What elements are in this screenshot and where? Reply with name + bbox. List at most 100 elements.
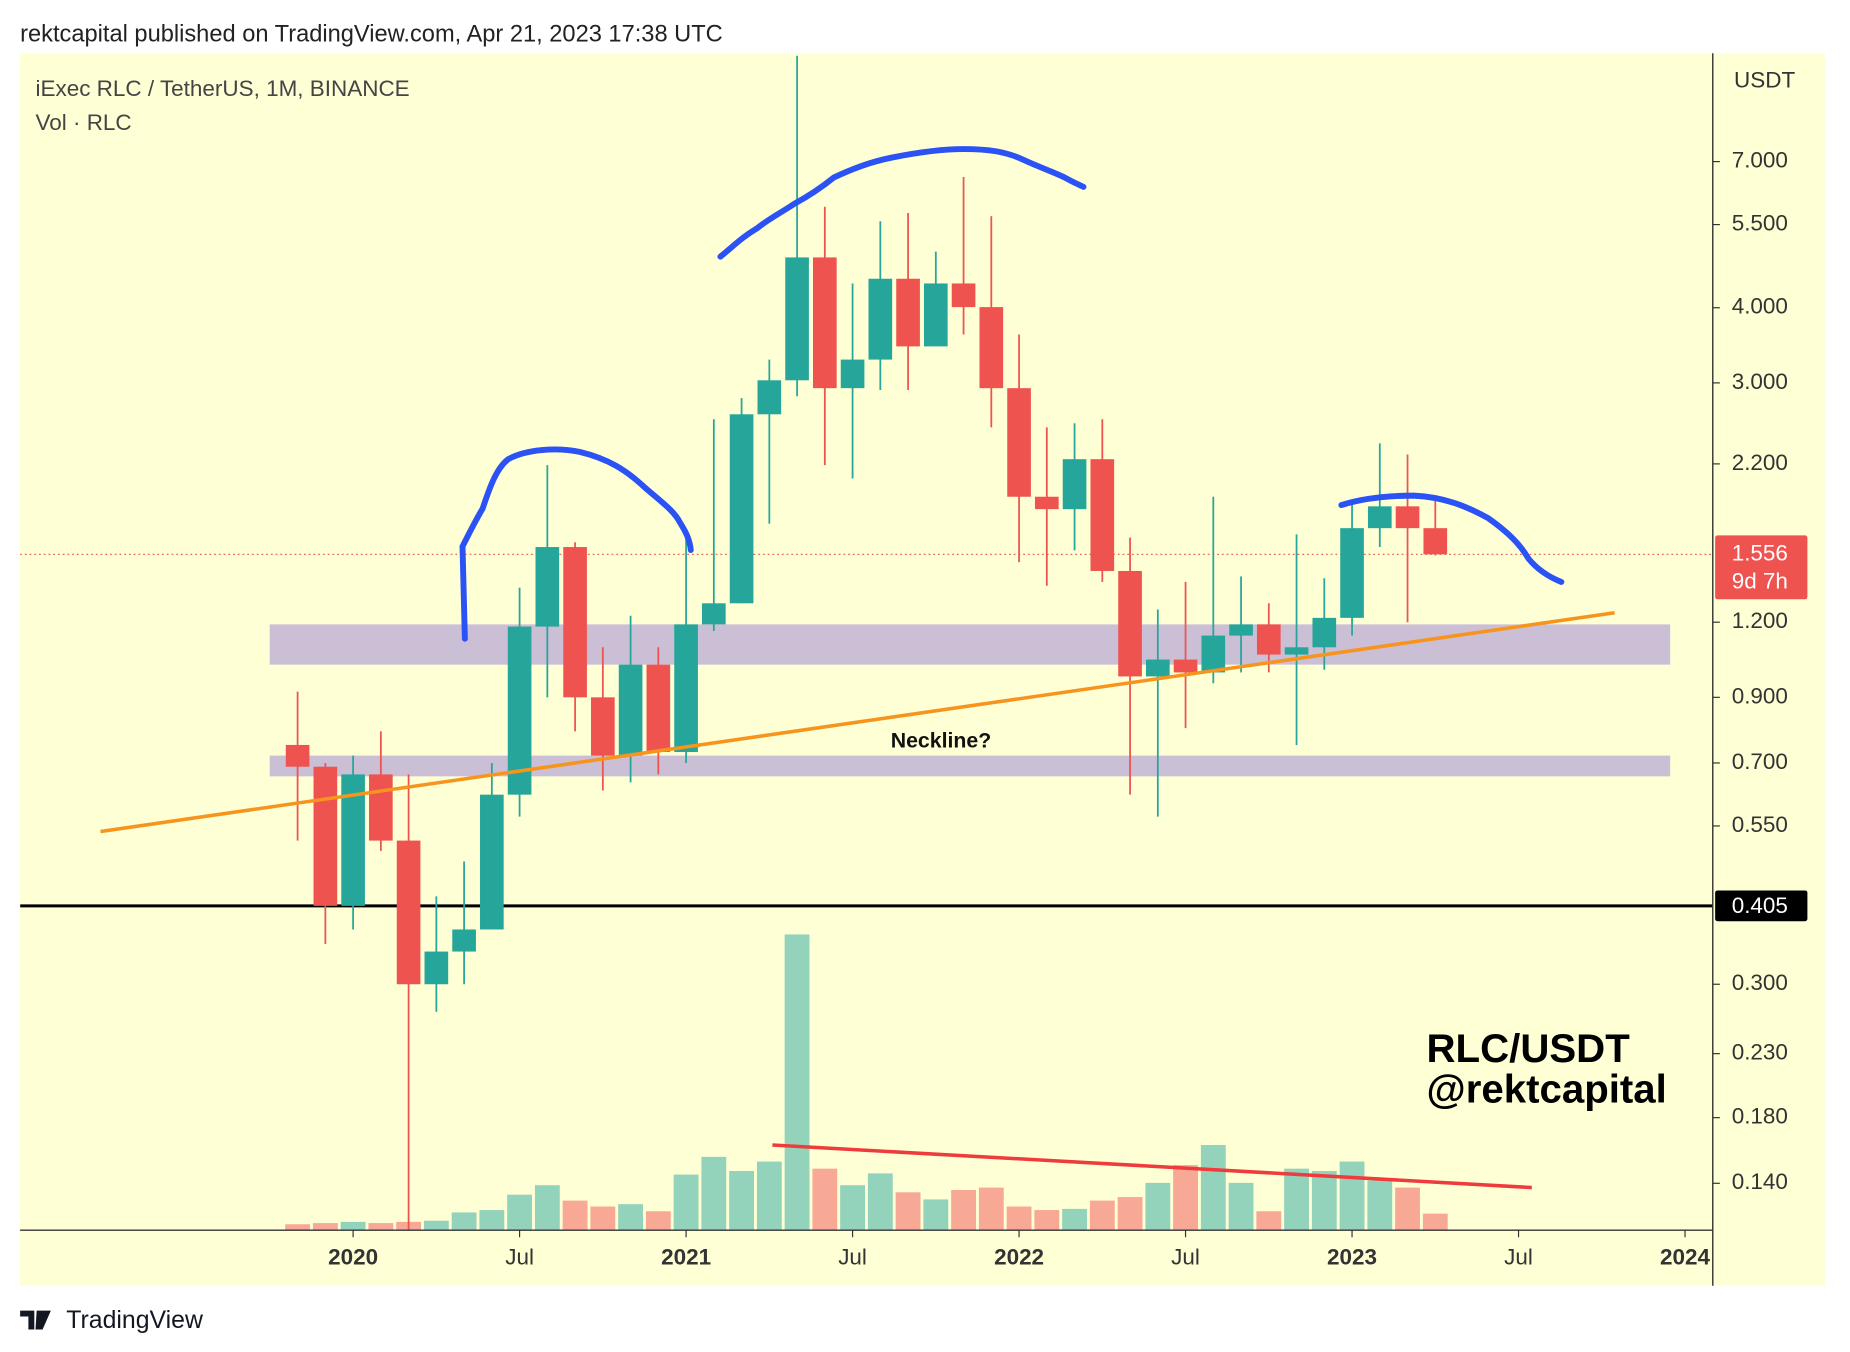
candle-body [1145,659,1170,677]
candle-body [757,380,782,415]
shoulder-curve [1338,492,1565,585]
x-axis: 2020 Jul 2021 Jul 2022 Jul 2023 Jul 2024 [328,1230,1711,1269]
volume-bar [507,1194,533,1231]
candle-body [535,547,560,627]
footer-brand: TradingView [66,1307,203,1334]
x-tick-label: 2024 [1660,1244,1710,1269]
volume-bar [895,1192,921,1231]
candle-body [646,664,671,753]
candle-body [1034,496,1059,510]
candle-body [285,744,310,767]
candle-body [1256,624,1281,655]
volume-bar [1145,1182,1171,1231]
y-tick-label: 0.300 [1732,970,1788,995]
annotation: Neckline? [891,728,992,752]
volume-bar [285,1224,311,1231]
candle-body [840,359,865,389]
volume-bar [1284,1168,1309,1231]
candle-body [785,257,809,381]
volume-bar [1395,1187,1420,1231]
candle-body [1284,647,1309,655]
candle-body [1090,459,1115,571]
candle-body [1173,659,1198,673]
level-label-box [1715,890,1808,922]
candle-body [1395,506,1420,529]
candle-body [951,283,976,308]
volume-bar [1089,1200,1115,1231]
volume-bar [479,1210,505,1231]
candle-body [313,766,338,906]
candle-body [1367,506,1392,529]
volume-bar [423,1220,449,1231]
logo [20,1310,51,1330]
volume-bar [756,1161,782,1231]
candle-body [480,794,504,930]
header: rektcapital published on TradingView.com… [20,22,723,48]
volume-bar [812,1168,838,1231]
candle-body [1118,570,1142,677]
candle-body [1423,528,1448,555]
volume-bar [951,1189,976,1231]
volume [285,934,1448,1231]
volume-bar [1339,1161,1365,1231]
y-tick-label: 1.200 [1732,608,1788,633]
volume-bar [1228,1182,1254,1231]
y-tick-label: 0.550 [1732,812,1788,837]
volume-bar [784,934,810,1231]
y-tick-label: 0.900 [1732,683,1788,708]
trendline [100,610,1615,834]
candle-body [424,951,449,985]
candle-body [1007,388,1031,497]
volume-bar [1256,1211,1282,1231]
volume-bar [618,1204,644,1231]
zones [269,624,1671,777]
volume-bar [1117,1197,1143,1231]
y-tick-label: 3.000 [1732,369,1788,394]
volume-bar [368,1223,394,1231]
candle-body [507,626,532,795]
x-tick-label: 2020 [328,1244,378,1269]
candle-body [674,624,698,753]
candle-body [896,278,920,347]
volume-bar [1006,1206,1032,1231]
x-tick-label: Jul [838,1244,867,1269]
x-tick-label: 2021 [661,1244,711,1269]
zone [269,624,1671,665]
volume-bar [590,1206,616,1231]
zone [269,755,1671,777]
volume-bar [312,1223,338,1231]
volume-bar [840,1185,865,1231]
volume-bar [645,1211,671,1231]
volume-bar [534,1185,560,1231]
volume-bar [451,1212,477,1231]
chart-title: iExec RLC / TetherUS, 1M, BINANCE [35,76,409,101]
candle-body [979,307,1004,389]
y-axis-label: USDT [1734,68,1795,93]
candle-body [812,257,837,389]
candle-body [1062,459,1087,510]
y-tick-label: 0.140 [1732,1169,1788,1194]
volume-bar [1200,1145,1226,1231]
price-label: 1.556 [1732,540,1788,565]
candle-body [1312,617,1337,648]
volume-bar [1367,1180,1393,1231]
volume-bar [340,1221,366,1231]
volume-bar [923,1199,949,1231]
level-label: 0.405 [1732,893,1788,918]
x-tick-label: 2023 [1327,1244,1377,1269]
volume-bar [673,1174,699,1231]
volume-bar [1173,1165,1198,1231]
axes: 7.000 5.500 4.000 3.000 2.200 1.200 0.900 0.700… [328,148,1808,1269]
y-tick-label: 5.500 [1732,211,1788,236]
x-tick-label: Jul [1171,1244,1200,1269]
candle-body [396,840,421,985]
y-tick-label: 7.000 [1732,148,1788,173]
price-label-box [1715,535,1808,600]
candle-body [1340,528,1364,618]
volume-bar [867,1173,893,1231]
head-curve [717,146,1087,260]
shoulder-curve [459,446,694,642]
x-tick-label: 2022 [994,1244,1044,1269]
x-tick-label: Jul [1504,1244,1533,1269]
